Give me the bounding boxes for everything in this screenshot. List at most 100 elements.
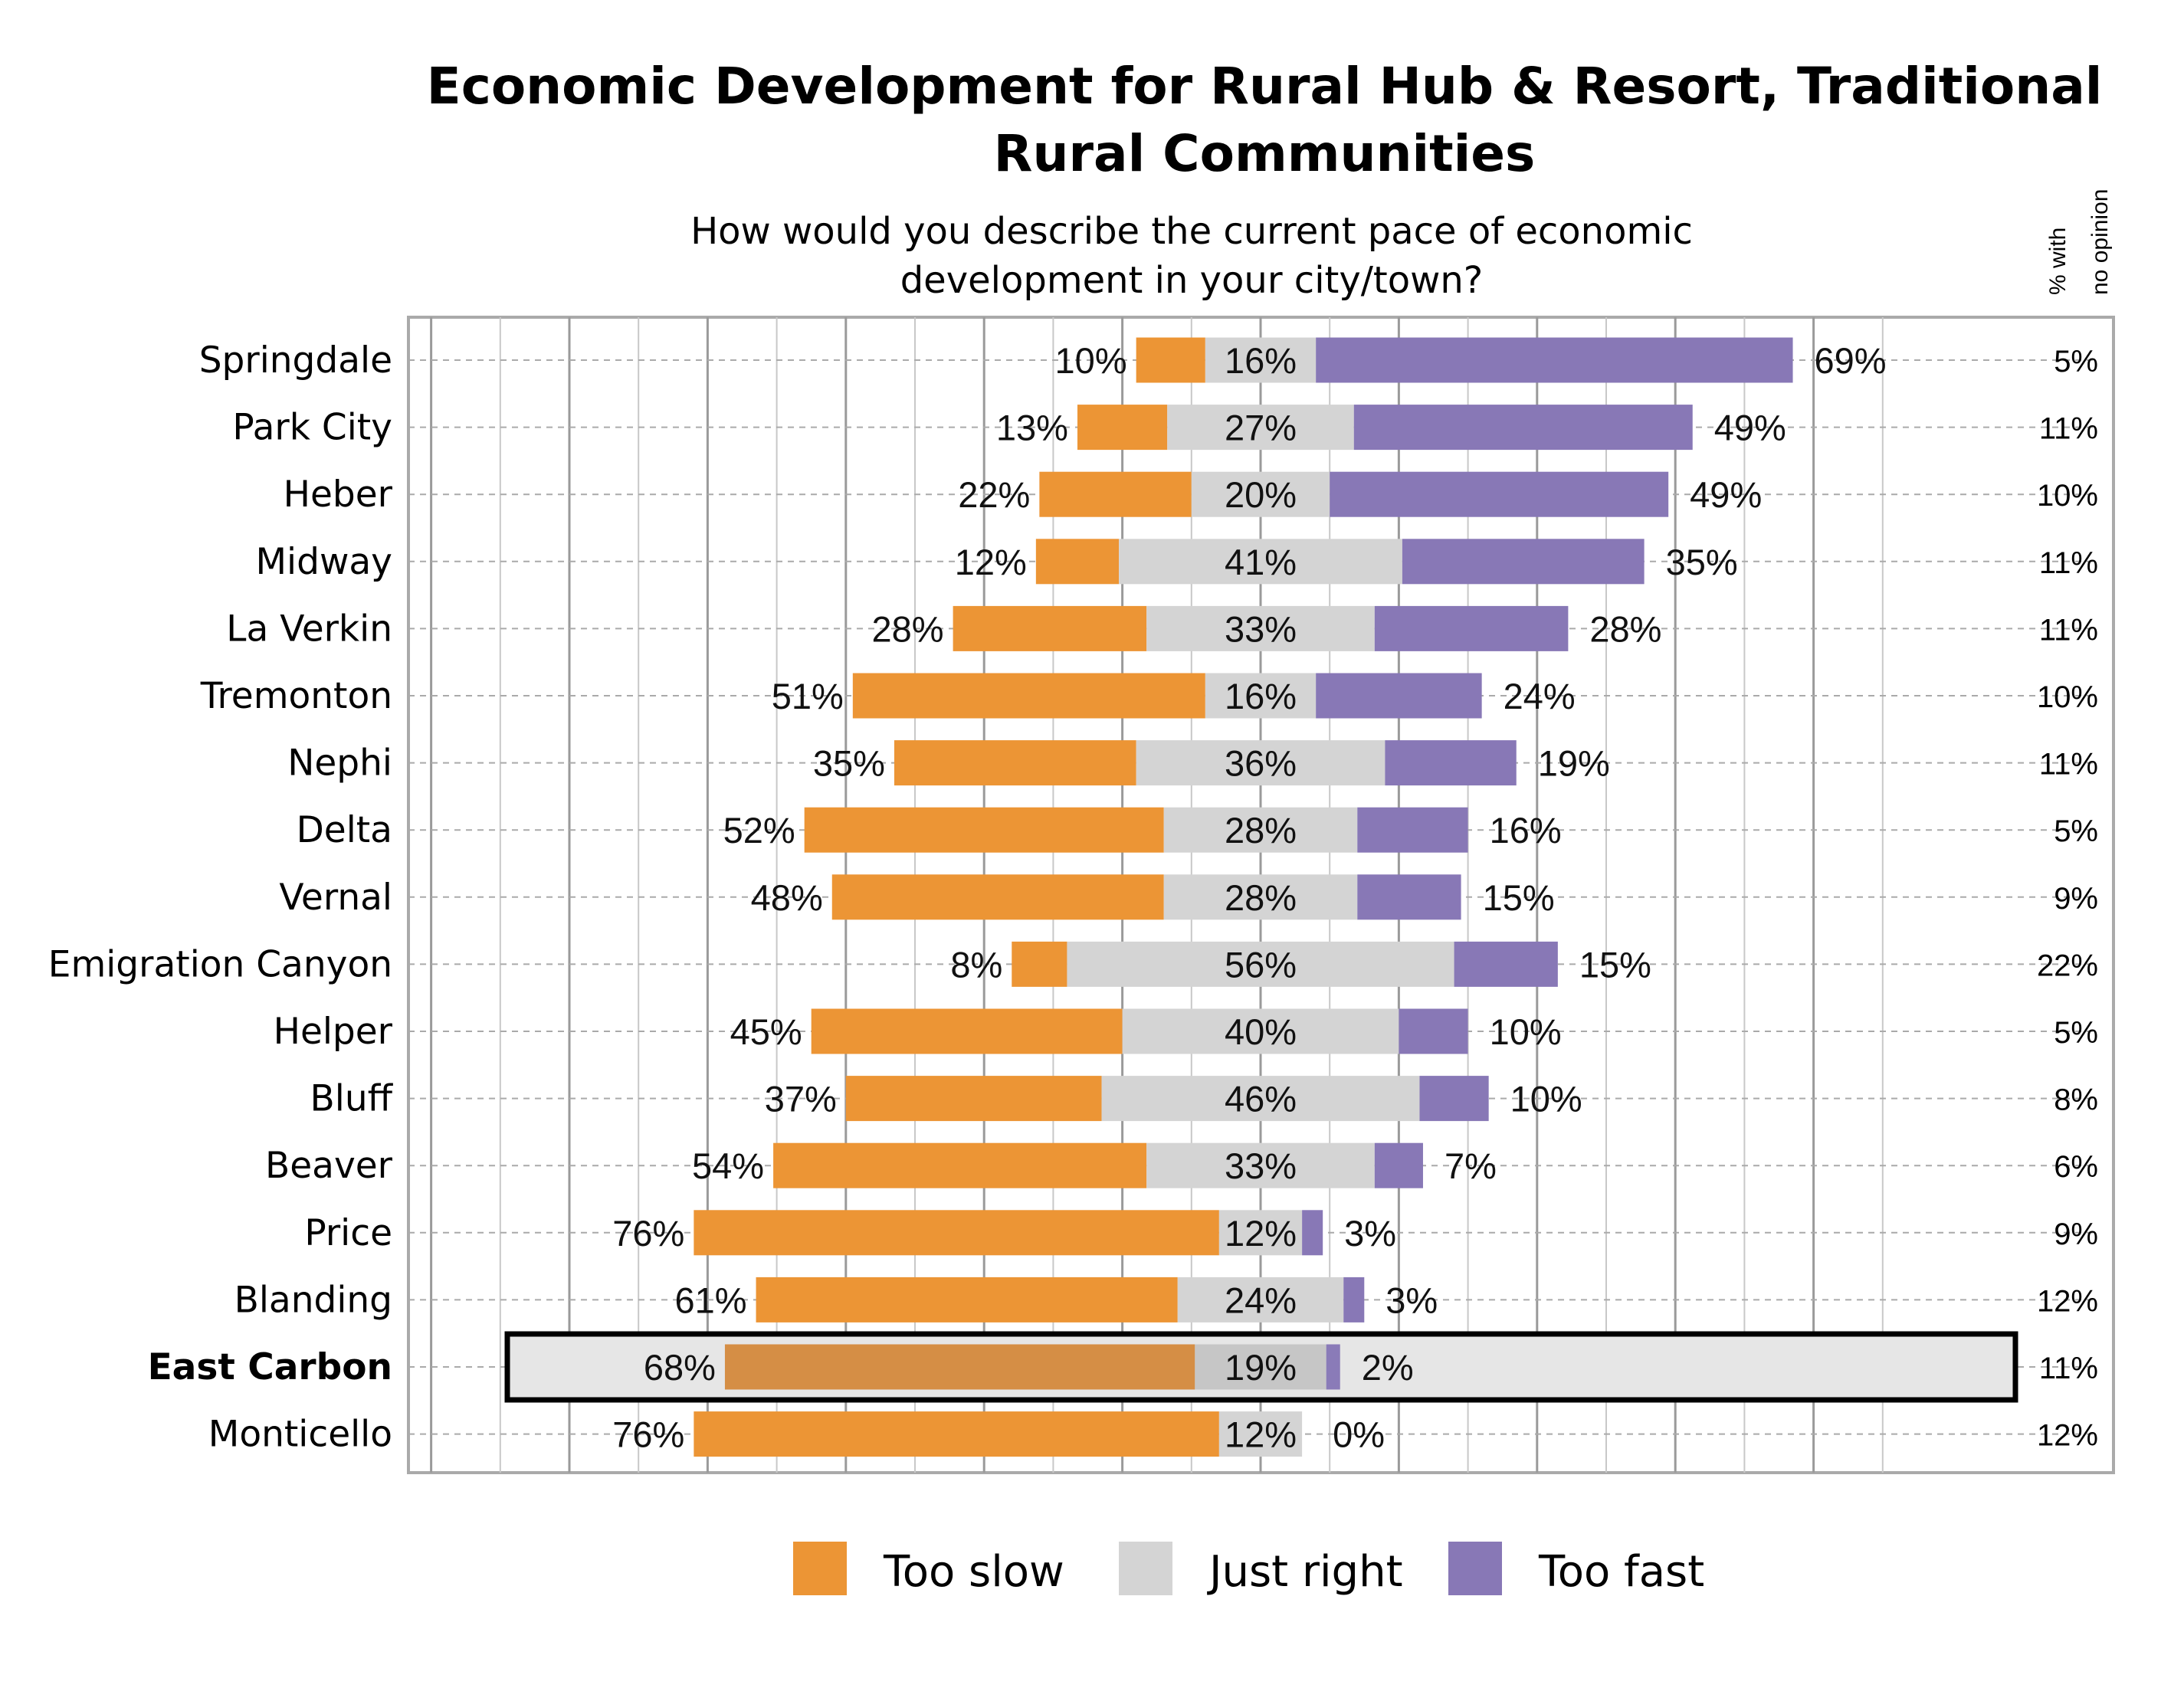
category-label: Bluff: [310, 1078, 394, 1120]
label-just-right: 33%: [1225, 608, 1297, 649]
bar-too-slow: [845, 1076, 1102, 1122]
bar-too-slow: [724, 1344, 1195, 1390]
chart-title-line1: Economic Development for Rural Hub & Res…: [427, 57, 2103, 116]
label-just-right: 40%: [1225, 1011, 1297, 1052]
legend-swatch-too-slow: [793, 1542, 847, 1595]
category-label: Tremonton: [200, 675, 392, 717]
label-too-fast: 28%: [1589, 608, 1661, 649]
bar-too-fast: [1357, 874, 1461, 920]
label-no-opinion: 11%: [2039, 546, 2098, 580]
label-just-right: 36%: [1225, 743, 1297, 784]
bar-too-slow: [894, 740, 1136, 786]
label-too-slow: 10%: [1055, 340, 1127, 381]
category-label: Vernal: [279, 877, 392, 919]
chart-subtitle-line2: development in your city/town?: [900, 259, 1484, 302]
bar-too-fast: [1302, 1210, 1323, 1256]
label-just-right: 12%: [1225, 1213, 1297, 1254]
bar-too-fast: [1385, 740, 1517, 786]
bar-too-slow: [831, 874, 1164, 920]
label-too-slow: 61%: [674, 1280, 746, 1320]
label-too-fast: 49%: [1690, 474, 1762, 515]
label-no-opinion: 12%: [2037, 1284, 2098, 1318]
label-no-opinion: 5%: [2054, 345, 2098, 379]
label-too-slow: 51%: [772, 676, 844, 716]
label-too-slow: 12%: [955, 542, 1027, 582]
bar-just-right: [1218, 1210, 1303, 1256]
bar-just-right: [1146, 605, 1375, 651]
label-too-fast: 10%: [1490, 1011, 1562, 1052]
bar-just-right: [1191, 471, 1330, 517]
no-opinion-header-2: no opinion: [2087, 189, 2113, 295]
chart-subtitle-line1: How would you describe the current pace …: [690, 210, 1693, 253]
label-no-opinion: 6%: [2054, 1150, 2098, 1184]
label-no-opinion: 12%: [2037, 1419, 2098, 1453]
bar-just-right: [1146, 1142, 1375, 1188]
label-just-right: 16%: [1225, 676, 1297, 716]
bar-just-right: [1205, 673, 1317, 719]
bar-too-fast: [1316, 673, 1482, 719]
no-opinion-header-1: % with: [2045, 228, 2071, 295]
label-too-slow: 22%: [958, 474, 1030, 515]
label-too-slow: 48%: [751, 877, 823, 918]
category-label: Emigration Canyon: [48, 943, 392, 985]
bar-too-fast: [1343, 1277, 1365, 1322]
label-too-fast: 15%: [1579, 944, 1651, 985]
label-too-fast: 49%: [1714, 408, 1786, 448]
label-too-slow: 28%: [872, 608, 944, 649]
bar-too-fast: [1402, 539, 1645, 585]
bar-just-right: [1177, 1277, 1344, 1322]
bar-too-slow: [852, 673, 1205, 719]
label-just-right: 41%: [1225, 542, 1297, 582]
bar-too-fast: [1326, 1344, 1340, 1390]
label-no-opinion: 22%: [2037, 949, 2098, 982]
category-label: Heber: [284, 474, 393, 516]
bar-too-slow: [756, 1277, 1178, 1322]
category-label: Midway: [256, 541, 393, 583]
label-too-fast: 16%: [1490, 810, 1562, 850]
legend-swatch-just-right: [1119, 1542, 1172, 1595]
label-too-slow: 52%: [723, 810, 795, 850]
label-too-slow: 76%: [612, 1213, 684, 1254]
category-label: Nephi: [287, 742, 392, 785]
label-no-opinion: 9%: [2054, 1218, 2098, 1251]
label-too-slow: 8%: [950, 944, 1002, 985]
label-too-fast: 2%: [1362, 1347, 1414, 1388]
bar-too-fast: [1454, 941, 1558, 987]
bar-just-right: [1136, 740, 1385, 786]
bar-too-slow: [804, 807, 1164, 853]
bar-just-right: [1205, 337, 1317, 383]
label-too-fast: 69%: [1815, 340, 1887, 381]
label-no-opinion: 11%: [2039, 613, 2098, 647]
label-too-fast: 3%: [1344, 1213, 1396, 1254]
bar-just-right: [1163, 874, 1358, 920]
category-label: Beaver: [265, 1145, 393, 1187]
label-too-slow: 68%: [644, 1347, 716, 1388]
bar-too-slow: [1136, 337, 1205, 383]
label-just-right: 12%: [1225, 1414, 1297, 1455]
category-label: Price: [304, 1212, 392, 1254]
bar-too-fast: [1374, 1142, 1423, 1188]
bar-just-right: [1119, 539, 1402, 585]
label-too-fast: 19%: [1538, 743, 1610, 784]
bar-too-slow: [811, 1008, 1123, 1054]
label-just-right: 28%: [1225, 877, 1297, 918]
bar-too-slow: [773, 1142, 1147, 1188]
label-just-right: 20%: [1225, 474, 1297, 515]
bar-just-right: [1218, 1411, 1303, 1457]
legend-label-too-fast: Too fast: [1538, 1547, 1704, 1597]
category-label: Delta: [297, 809, 392, 851]
category-label: La Verkin: [226, 608, 392, 650]
legend-label-too-slow: Too slow: [883, 1547, 1064, 1597]
category-label: East Carbon: [148, 1346, 392, 1388]
bar-too-fast: [1399, 1008, 1468, 1054]
bar-too-fast: [1330, 471, 1669, 517]
bar-too-fast: [1357, 807, 1468, 853]
label-just-right: 28%: [1225, 810, 1297, 850]
bar-too-slow: [1035, 539, 1120, 585]
label-just-right: 33%: [1225, 1145, 1297, 1186]
category-label: Blanding: [234, 1279, 392, 1321]
label-too-fast: 15%: [1483, 877, 1555, 918]
label-too-fast: 24%: [1504, 676, 1576, 716]
bar-just-right: [1101, 1076, 1420, 1122]
